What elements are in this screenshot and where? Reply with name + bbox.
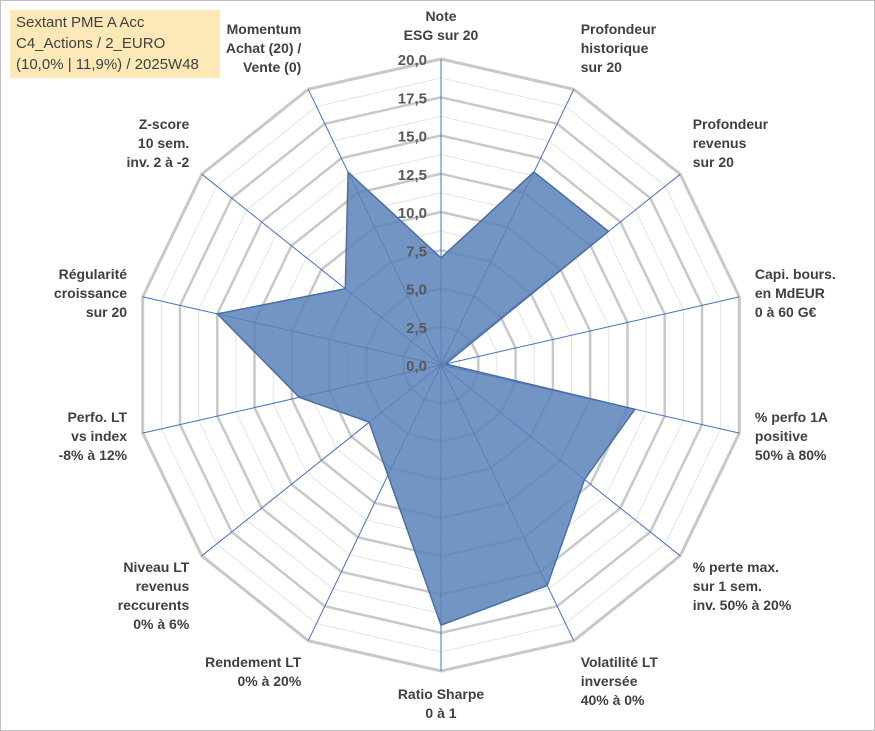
axis-label-line: Régularité [59, 266, 128, 282]
axis-label-line: inv. 2 à -2 [127, 154, 190, 170]
axis-label-line: Momentum [227, 21, 302, 37]
tick-label: 7,5 [406, 243, 427, 260]
axis-label-line: Note [425, 8, 456, 24]
axis-label-line: sur 20 [581, 59, 622, 75]
tick-label: 5,0 [406, 282, 427, 299]
axis-label: Profondeur revenus sur 20 [693, 116, 769, 170]
axis-label-line: revenus [136, 578, 190, 594]
axis-label-line: 0% à 6% [133, 616, 190, 632]
axis-label-line: 0% à 20% [237, 673, 301, 689]
axis-label-line: ESG sur 20 [404, 27, 479, 43]
axis-label-line: revenus [693, 135, 747, 151]
axis-label: Perfo. LT vs index -8% à 12% [59, 409, 128, 463]
tick-label: 15,0 [398, 129, 427, 146]
axis-label-line: historique [581, 40, 649, 56]
axis-label-line: sur 20 [86, 304, 127, 320]
tick-label: 17,5 [398, 90, 427, 107]
axis-label-line: Perfo. LT [67, 409, 127, 425]
axis-label-line: positive [755, 428, 808, 444]
series-area [215, 170, 637, 627]
axis-label: Régularité croissance sur 20 [54, 266, 127, 320]
axis-label-line: reccurents [118, 597, 190, 613]
axis-label-line: 50% à 80% [755, 447, 827, 463]
axis-label: Profondeur historique sur 20 [581, 21, 657, 75]
axis-label: % perte max. sur 1 sem. inv. 50% à 20% [693, 559, 792, 613]
axis-label-line: inversée [581, 673, 638, 689]
tick-label: 12,5 [398, 167, 427, 184]
axis-label-line: sur 1 sem. [693, 578, 762, 594]
axis-label-line: 0 à 1 [425, 705, 456, 721]
axis-label-line: 0 à 60 G€ [755, 304, 817, 320]
axis-label-line: Z-score [139, 116, 190, 132]
axis-label-line: Volatilité LT [581, 654, 659, 670]
axis-label-line: Profondeur [693, 116, 769, 132]
axis-label-line: Rendement LT [205, 654, 302, 670]
axis-label-line: inv. 50% à 20% [693, 597, 792, 613]
axis-label-line: -8% à 12% [59, 447, 128, 463]
axis-label: Momentum Achat (20) / Vente (0) [226, 21, 302, 75]
axis-label-line: 10 sem. [138, 135, 189, 151]
axis-label-line: % perfo 1A [755, 409, 828, 425]
chart-category: C4_Actions / 2_EURO [16, 35, 166, 52]
axis-label: Ratio Sharpe 0 à 1 [398, 686, 485, 721]
chart-title: Sextant PME A Acc [16, 14, 145, 31]
title-box: Sextant PME A Acc C4_Actions / 2_EURO (1… [10, 10, 220, 78]
tick-label: 10,0 [398, 205, 427, 222]
tick-label: 20,0 [398, 52, 427, 69]
axis-label: % perfo 1A positive 50% à 80% [755, 409, 828, 463]
axis-label-line: en MdEUR [755, 285, 825, 301]
axis-label-line: sur 20 [693, 154, 734, 170]
axis-label-line: Achat (20) / [226, 40, 302, 56]
tick-label: 2,5 [406, 320, 427, 337]
axis-spoke [440, 296, 740, 366]
axis-label-line: croissance [54, 285, 127, 301]
axis-label-line: Vente (0) [243, 59, 301, 75]
axis-label: Z-score 10 sem. inv. 2 à -2 [127, 116, 190, 170]
axis-label: Capi. bours. en MdEUR 0 à 60 G€ [755, 266, 836, 320]
axis-label-line: vs index [71, 428, 127, 444]
axis-label-line: Ratio Sharpe [398, 686, 485, 702]
axis-label-line: % perte max. [693, 559, 779, 575]
axis-label: Note ESG sur 20 [404, 8, 479, 43]
chart-period: (10,0% | 11,9%) / 2025W48 [16, 56, 199, 73]
axis-label: Volatilité LT inversée 40% à 0% [581, 654, 659, 708]
axis-label-line: 40% à 0% [581, 692, 645, 708]
axis-label: Niveau LT revenus reccurents 0% à 6% [118, 559, 190, 632]
axis-label-line: Profondeur [581, 21, 657, 37]
axis-label-line: Niveau LT [123, 559, 189, 575]
axis-label: Rendement LT 0% à 20% [205, 654, 302, 689]
axis-label-line: Capi. bours. [755, 266, 836, 282]
tick-label: 0,0 [406, 358, 427, 375]
